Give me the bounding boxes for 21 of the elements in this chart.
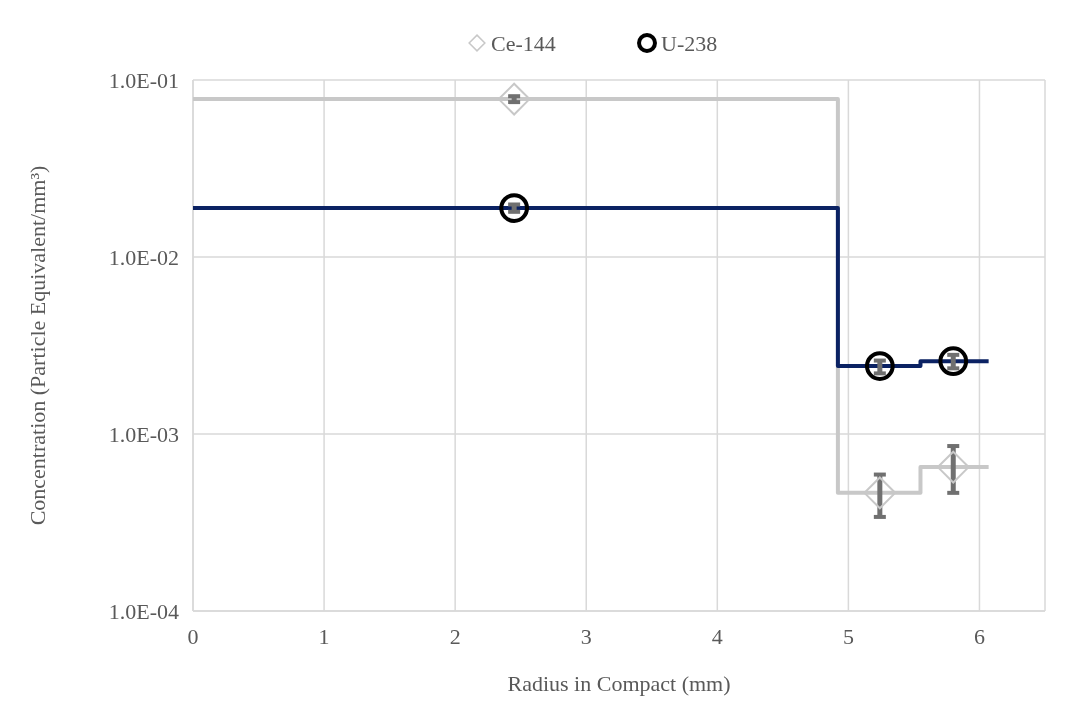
point	[497, 82, 531, 116]
x-tick-label: 3	[580, 624, 592, 649]
point	[863, 476, 897, 510]
point	[864, 351, 895, 381]
point	[499, 193, 529, 223]
y-tick-label: 1.0E-03	[108, 422, 179, 447]
legend-label: U-238	[661, 31, 718, 56]
legend-label: Ce-144	[491, 31, 556, 56]
x-tick-label: 1	[318, 624, 330, 649]
x-tick-label: 2	[449, 624, 461, 649]
point	[938, 346, 969, 376]
x-tick-label: 4	[711, 624, 723, 649]
x-tick-label: 5	[842, 624, 854, 649]
x-tick-label: 6	[973, 624, 985, 649]
x-tick-label: 0	[187, 624, 199, 649]
point	[936, 450, 970, 484]
y-tick-label: 1.0E-02	[108, 245, 179, 270]
y-tick-label: 1.0E-01	[108, 68, 179, 93]
x-axis-title: Radius in Compact (mm)	[507, 671, 731, 696]
y-axis-title: Concentration (Particle Equivalent/mm³)	[25, 165, 50, 526]
y-tick-label: 1.0E-04	[108, 599, 179, 624]
